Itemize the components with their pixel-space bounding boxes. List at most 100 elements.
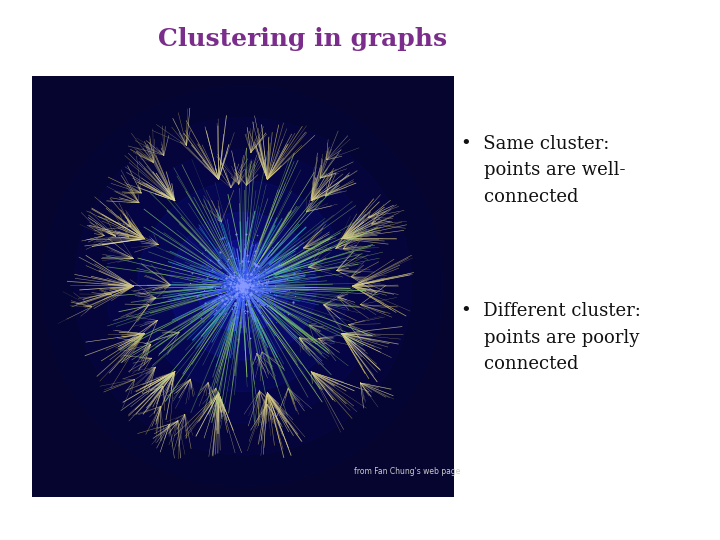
- Point: [238, 266, 249, 274]
- Point: [246, 281, 257, 290]
- Point: [242, 257, 253, 266]
- Point: [233, 270, 244, 279]
- Point: [234, 266, 246, 274]
- Point: [230, 266, 242, 274]
- Point: [238, 286, 249, 294]
- Point: [239, 283, 251, 292]
- Point: [234, 283, 246, 292]
- Point: [243, 279, 254, 288]
- Point: [238, 282, 249, 291]
- Point: [230, 305, 242, 313]
- Point: [237, 280, 248, 288]
- Point: [243, 294, 254, 302]
- Point: [240, 281, 251, 290]
- Point: [220, 291, 232, 300]
- Point: [233, 282, 244, 291]
- Point: [225, 279, 236, 288]
- Point: [241, 289, 253, 298]
- Point: [238, 269, 249, 278]
- Point: [218, 302, 230, 310]
- Point: [236, 284, 248, 293]
- Point: [289, 286, 301, 295]
- Point: [224, 270, 235, 279]
- Point: [245, 282, 256, 291]
- Point: [225, 278, 236, 287]
- Point: [232, 273, 243, 281]
- Point: [222, 264, 233, 273]
- Point: [249, 287, 261, 295]
- Point: [220, 294, 232, 302]
- Point: [220, 281, 231, 290]
- Point: [218, 279, 230, 288]
- Point: [237, 282, 248, 291]
- Point: [243, 281, 254, 289]
- Point: [236, 281, 248, 289]
- Point: [237, 289, 248, 298]
- Point: [242, 282, 253, 291]
- Point: [225, 263, 237, 272]
- Point: [244, 283, 256, 292]
- Point: [238, 276, 250, 285]
- Point: [254, 276, 266, 285]
- Point: [218, 269, 230, 278]
- Point: [240, 286, 252, 294]
- Point: [238, 256, 250, 265]
- Point: [240, 280, 251, 289]
- Point: [238, 282, 249, 291]
- Point: [240, 282, 252, 291]
- Point: [236, 296, 248, 305]
- Point: [235, 283, 246, 292]
- Point: [226, 304, 238, 313]
- Point: [232, 283, 243, 292]
- Point: [259, 281, 271, 289]
- Point: [222, 270, 233, 279]
- Point: [233, 285, 245, 293]
- Point: [240, 282, 251, 291]
- Point: [236, 282, 248, 291]
- Point: [245, 279, 256, 288]
- Point: [241, 284, 253, 292]
- Point: [230, 284, 242, 293]
- Point: [230, 291, 242, 299]
- Point: [235, 284, 246, 292]
- Point: [264, 282, 275, 291]
- Point: [241, 280, 253, 288]
- Point: [243, 286, 254, 294]
- Point: [240, 282, 251, 291]
- Point: [231, 280, 243, 289]
- Point: [237, 284, 248, 292]
- Point: [247, 282, 258, 291]
- Point: [238, 307, 250, 316]
- Point: [237, 280, 248, 288]
- Polygon shape: [169, 213, 317, 360]
- Point: [289, 278, 301, 286]
- Point: [228, 300, 239, 309]
- Point: [269, 265, 280, 273]
- Point: [204, 297, 216, 306]
- Point: [237, 284, 248, 293]
- Point: [235, 275, 246, 284]
- Point: [227, 296, 238, 305]
- Point: [238, 282, 249, 291]
- Point: [253, 298, 264, 307]
- Point: [238, 282, 249, 291]
- Point: [238, 282, 250, 291]
- Point: [237, 281, 248, 290]
- Point: [235, 293, 247, 302]
- Point: [237, 292, 248, 300]
- Point: [240, 284, 251, 292]
- Point: [235, 284, 247, 292]
- Point: [232, 263, 243, 272]
- Point: [235, 280, 247, 288]
- Point: [260, 276, 271, 285]
- Point: [238, 282, 249, 291]
- Point: [249, 260, 261, 268]
- Point: [230, 289, 242, 298]
- Point: [238, 282, 249, 291]
- Point: [231, 287, 243, 296]
- Point: [269, 282, 281, 291]
- Point: [230, 253, 241, 262]
- Point: [265, 267, 276, 276]
- Point: [268, 294, 279, 302]
- Point: [222, 273, 234, 282]
